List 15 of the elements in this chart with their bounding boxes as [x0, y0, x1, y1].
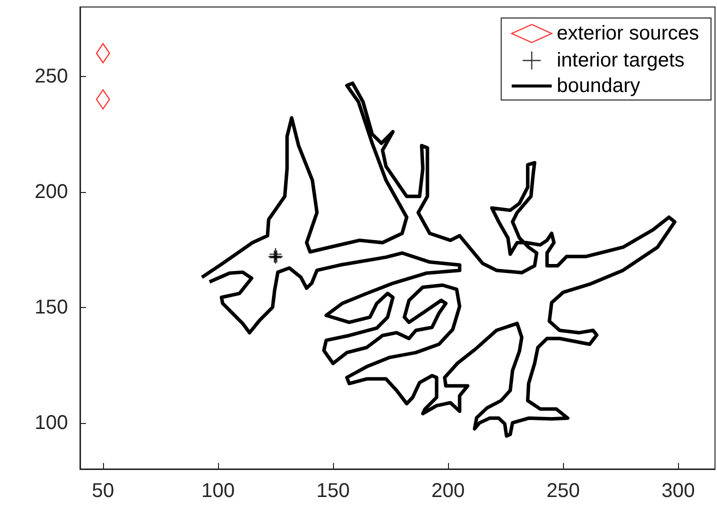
y-tick-label: 200	[34, 180, 68, 203]
x-tick-label: 300	[662, 480, 695, 502]
legend-label: boundary	[556, 75, 640, 97]
legend-label: interior targets	[556, 50, 685, 72]
legend-label: exterior sources	[556, 22, 700, 44]
x-tick-label: 200	[431, 480, 465, 502]
x-tick-label: 100	[201, 480, 235, 502]
y-tick-label: 100	[34, 412, 68, 434]
point	[96, 43, 110, 64]
point	[96, 89, 110, 110]
x-tick-label: 150	[316, 480, 350, 502]
y-tick-label: 150	[34, 296, 68, 318]
x-tick-label: 50	[92, 480, 114, 502]
x-tick-label: 250	[546, 480, 580, 502]
y-tick-label: 250	[34, 65, 68, 88]
